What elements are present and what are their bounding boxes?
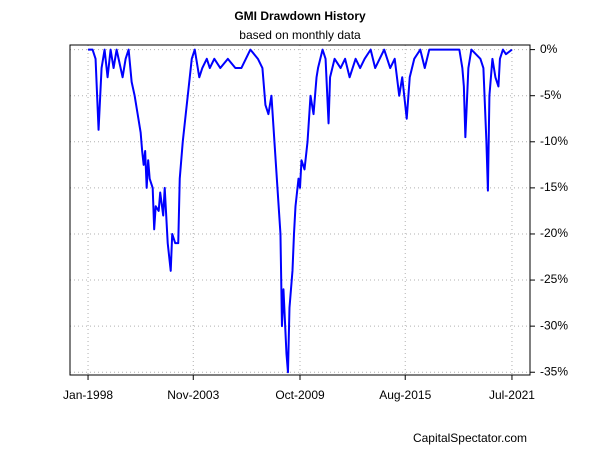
x-tick-label: Nov-2003 (167, 388, 219, 402)
chart-title: GMI Drawdown History (234, 9, 366, 23)
y-tick-label: -20% (540, 226, 568, 240)
y-tick-label: -15% (540, 180, 568, 194)
y-tick-label: -30% (540, 318, 568, 332)
x-tick-label: Jan-1998 (63, 388, 113, 402)
x-tick-label: Oct-2009 (275, 388, 325, 402)
y-tick-label: -10% (540, 134, 568, 148)
y-tick-label: -5% (540, 88, 562, 102)
drawdown-line (88, 48, 513, 374)
x-tick-label: Jul-2021 (489, 388, 535, 402)
y-tick-label: 0% (540, 42, 558, 56)
y-tick-label: -25% (540, 272, 568, 286)
y-tick-label: -35% (540, 364, 568, 378)
x-tick-label: Aug-2015 (379, 388, 431, 402)
chart-subtitle: based on monthly data (239, 28, 361, 42)
plot (88, 48, 513, 374)
credit: CapitalSpectator.com (413, 431, 527, 445)
